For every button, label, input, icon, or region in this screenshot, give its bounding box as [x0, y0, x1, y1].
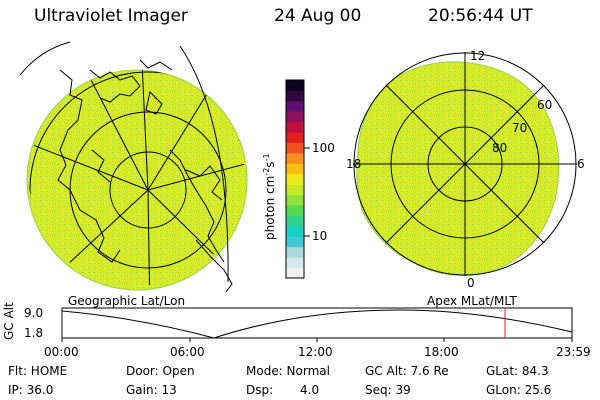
magnetic-image [353, 52, 577, 277]
colorbar-band [286, 152, 304, 164]
timeline-frame [61, 307, 573, 339]
status-dsp-value: 4.0 [300, 383, 320, 397]
colorbar-tick-10: 10 [312, 229, 328, 243]
colorbar-tick-100: 100 [312, 141, 335, 155]
status-ip: IP: 36.0 [8, 383, 54, 397]
status-seq: Seq: 39 [365, 383, 411, 397]
colorbar-band [286, 100, 304, 112]
magnetic-outer-ring [353, 52, 577, 276]
colorbar-band [286, 111, 304, 123]
header-time: 20:56:44 UT [428, 6, 533, 26]
colorbar-band [286, 194, 304, 206]
status-glon: GLon: 25.6 [486, 383, 552, 397]
colorbar-band [286, 215, 304, 227]
colorbar-band [286, 90, 304, 102]
mlt-label-12: 12 [470, 49, 486, 63]
timeline-x-tick-0600: 06:00 [170, 345, 205, 359]
timeline-x-tick-1200: 12:00 [298, 345, 333, 359]
colorbar-band [286, 236, 304, 248]
coastlines [57, 59, 233, 293]
status-door: Door: Open [126, 364, 195, 378]
colorbar-band [286, 80, 304, 91]
status-mode: Mode: Normal [246, 364, 330, 378]
mlat-label-80: 80 [492, 141, 508, 155]
mlat-label-60: 60 [537, 98, 553, 112]
status-dsp-label: Dsp: [246, 383, 274, 397]
instrument-title: Ultraviolet Imager [34, 6, 188, 26]
status-gc-alt: GC Alt: 7.6 Re [365, 364, 449, 378]
status-glat: GLat: 84.3 [486, 364, 549, 378]
timeline-y-tick-1: 1.8 [24, 326, 44, 340]
colorbar-band [286, 132, 304, 144]
colorbar-band [286, 121, 304, 133]
altitude-curve [61, 309, 573, 339]
geographic-grid [29, 70, 245, 286]
timeline-x-tick-1800: 18:00 [424, 345, 459, 359]
timeline-y-label: GC Alt [2, 302, 16, 340]
colorbar-band [286, 205, 304, 216]
colorbar-band [286, 246, 304, 258]
colorbar [286, 80, 304, 279]
mlat-label-70: 70 [512, 121, 528, 135]
mlt-label-0: 0 [467, 276, 475, 290]
colorbar-band [286, 163, 304, 175]
colorbar-band [286, 142, 304, 154]
mlt-label-18: 18 [346, 157, 362, 171]
timeline-x-tick-2359: 23:59 [556, 345, 591, 359]
colorbar-band [286, 267, 304, 279]
colorbar-band [286, 257, 304, 269]
colorbar-band [286, 173, 304, 185]
header-date: 24 Aug 00 [274, 6, 362, 26]
colorbar-band [286, 184, 304, 196]
timeline-x-tick-0000: 00:00 [44, 345, 79, 359]
status-flt: Flt: HOME [8, 364, 68, 378]
geographic-label: Geographic Lat/Lon [68, 294, 186, 308]
geographic-image [19, 41, 248, 293]
mlt-label-6: 6 [577, 157, 585, 171]
timeline-y-tick-9: 9.0 [24, 306, 44, 320]
magnetic-label: Apex MLat/MLT [427, 294, 517, 308]
magnetic-grid [353, 52, 577, 276]
colorbar-band [286, 225, 304, 237]
status-gain: Gain: 13 [126, 383, 177, 397]
